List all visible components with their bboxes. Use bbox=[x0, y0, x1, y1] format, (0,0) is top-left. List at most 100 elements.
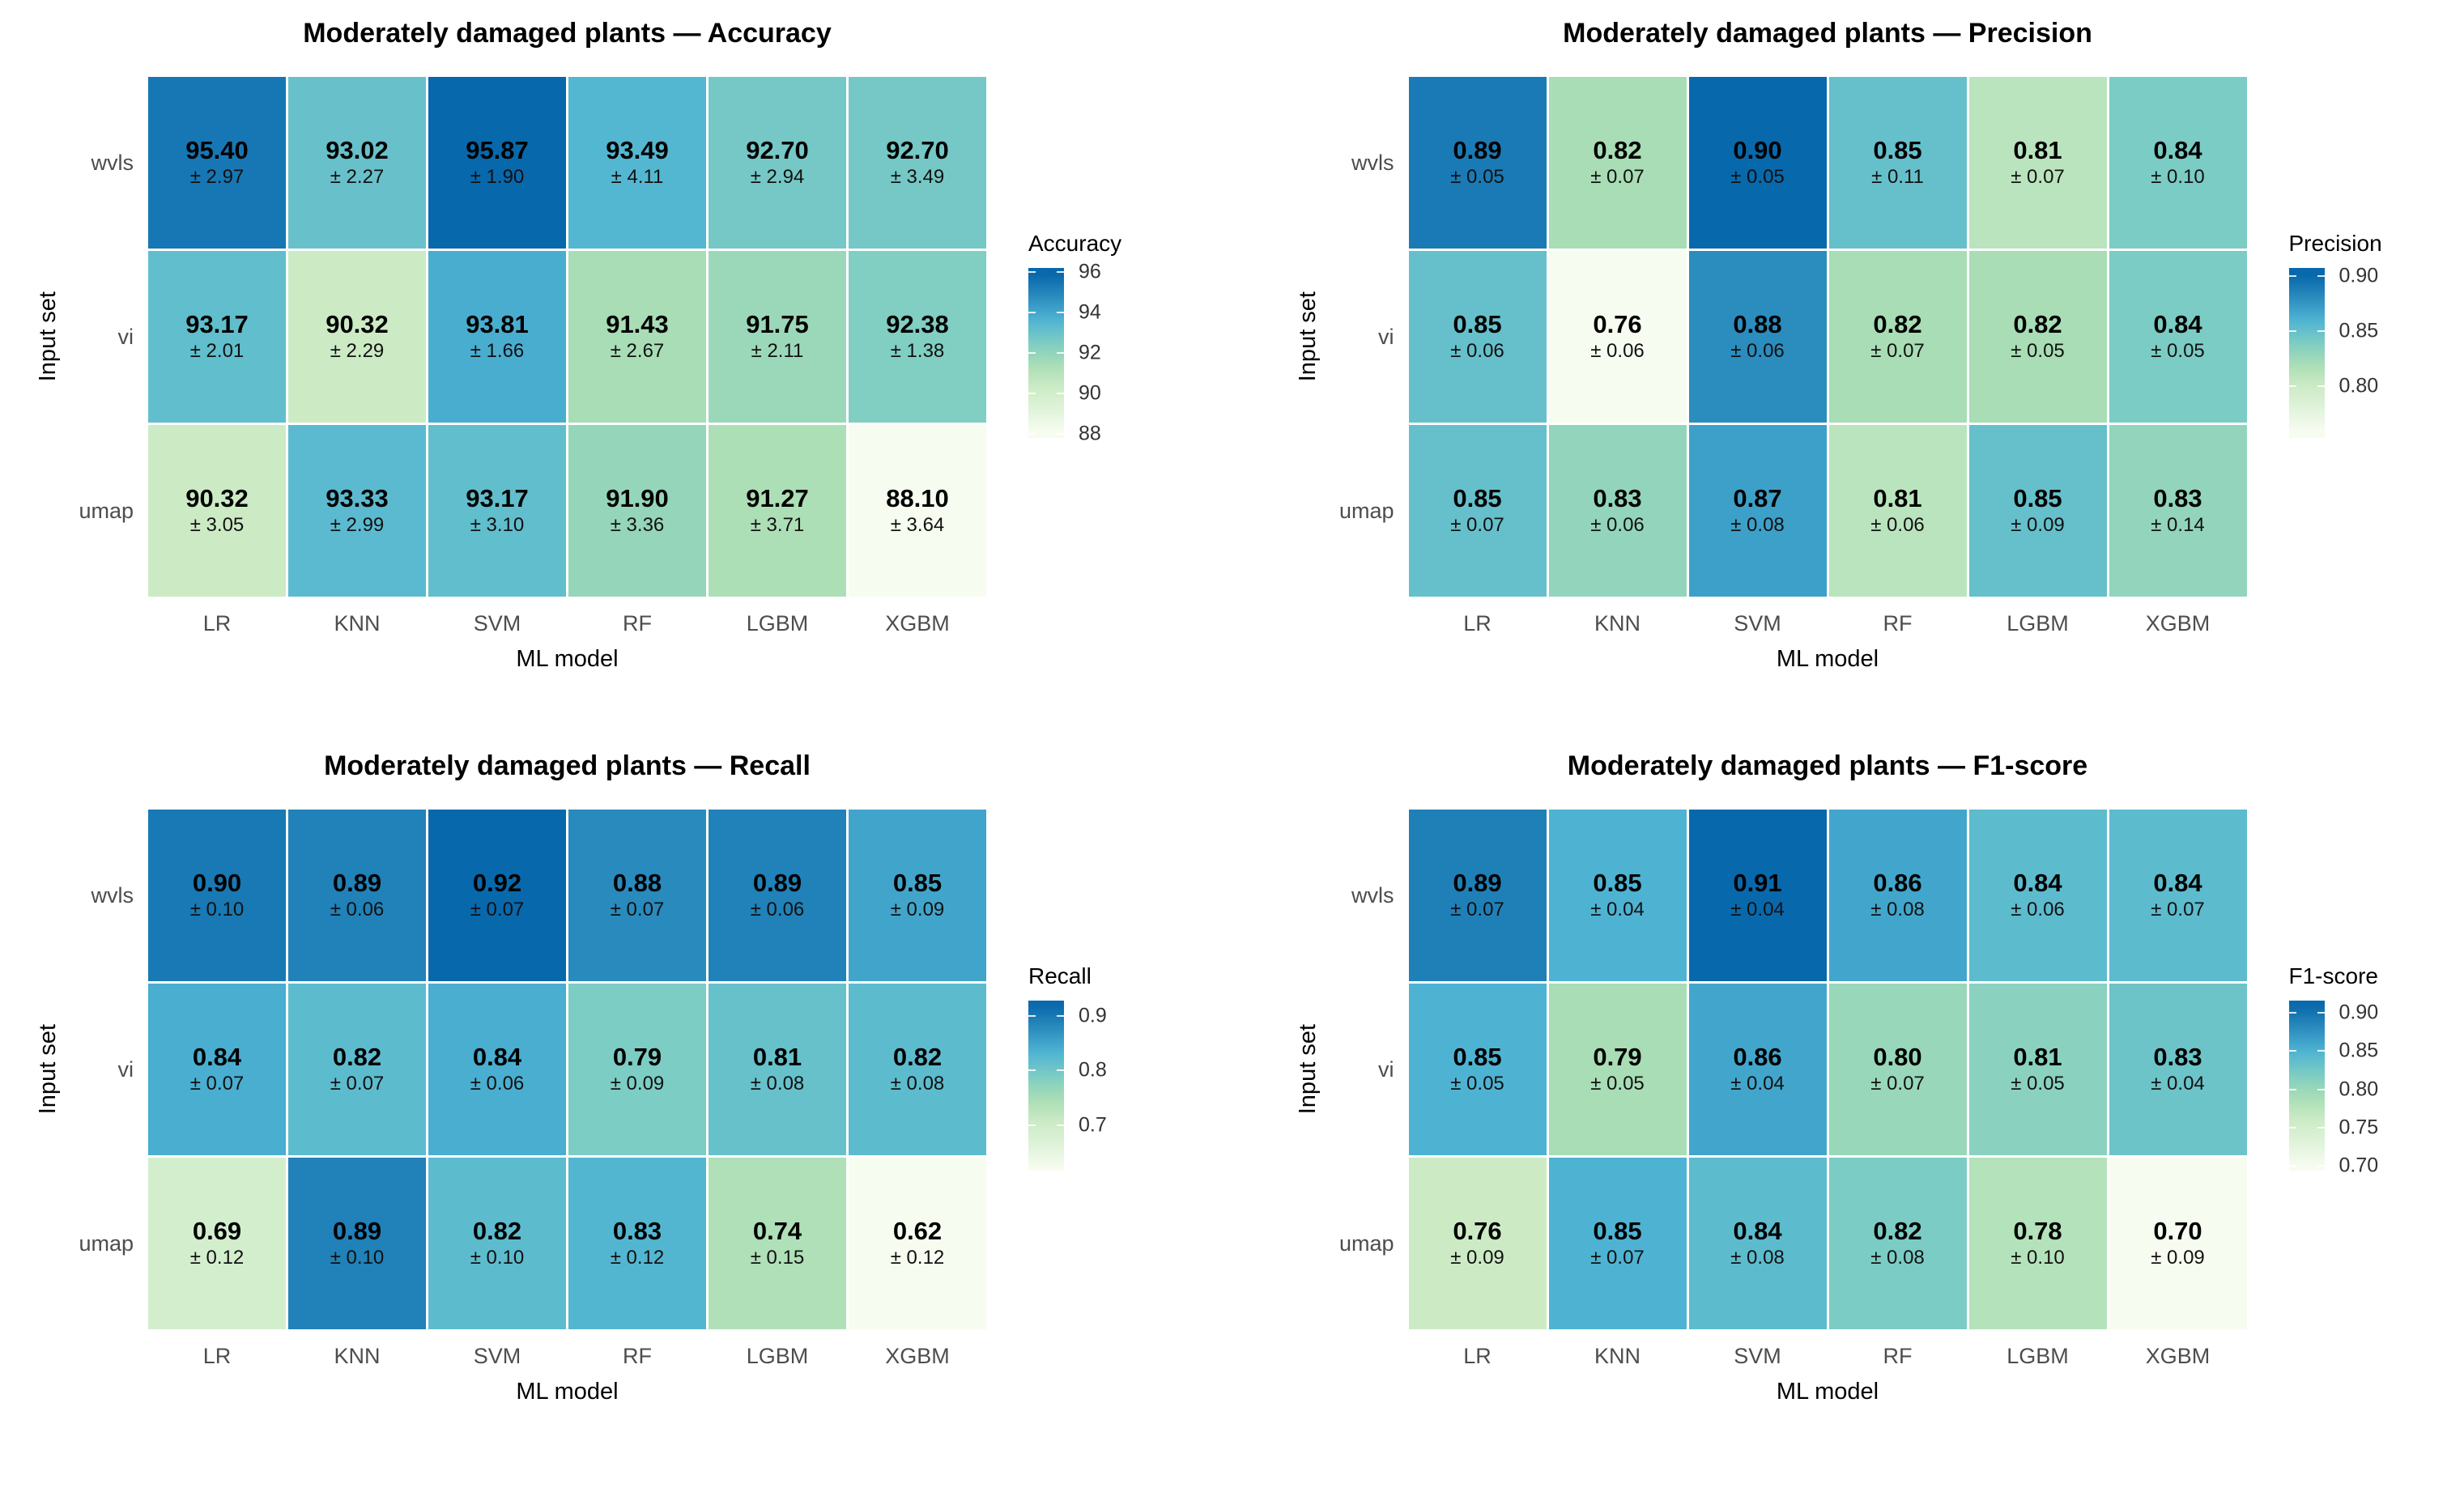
cell-value: 0.82 bbox=[2013, 310, 2062, 339]
heatmap-cell-umap-LGBM: 91.27 ± 3.71 bbox=[709, 425, 846, 597]
row-label-umap: umap bbox=[1338, 1231, 1394, 1256]
cell-value: 92.70 bbox=[886, 136, 949, 165]
cell-error: ± 2.67 bbox=[610, 340, 665, 363]
col-label-SVM: SVM bbox=[473, 611, 521, 635]
heatmap-cell-wvls-XGBM: 0.84 ± 0.07 bbox=[2109, 810, 2247, 981]
heatmap-cell-vi-XGBM: 0.83 ± 0.04 bbox=[2109, 984, 2247, 1155]
y-axis-label: Input set bbox=[1295, 1024, 1321, 1115]
cell-value: 0.86 bbox=[1733, 1043, 1782, 1072]
cell-value: 0.76 bbox=[1453, 1217, 1502, 1246]
cell-error: ± 2.11 bbox=[751, 340, 804, 363]
legend-tick-label: 92 bbox=[1079, 341, 1101, 364]
heatmap-cell-umap-SVM: 0.84 ± 0.08 bbox=[1688, 1158, 1827, 1329]
cell-value: 0.80 bbox=[1873, 1043, 1922, 1072]
legend-tick-mark bbox=[1057, 271, 1064, 273]
heatmap-cell-umap-KNN: 0.83 ± 0.06 bbox=[1548, 425, 1687, 597]
legend-tick-mark bbox=[1028, 1014, 1036, 1017]
cell-error: ± 3.36 bbox=[610, 514, 665, 537]
heatmap-cell-wvls-RF: 93.49 ± 4.11 bbox=[568, 77, 706, 249]
col-label-SVM: SVM bbox=[1734, 1344, 1781, 1368]
heatmap-cell-umap-RF: 91.90 ± 3.36 bbox=[568, 425, 706, 597]
cell-error: ± 0.07 bbox=[1450, 514, 1504, 537]
cell-error: ± 1.66 bbox=[470, 340, 525, 363]
legend-tick-label: 0.75 bbox=[2338, 1116, 2379, 1139]
legend-tick-mark bbox=[2288, 1165, 2296, 1167]
col-labels: LR KNN SVM RF LGBM XGBM bbox=[1409, 611, 2247, 636]
cell-value: 0.85 bbox=[2013, 484, 2062, 513]
heatmap-cell-wvls-XGBM: 0.85 ± 0.09 bbox=[849, 810, 986, 981]
cell-error: ± 0.07 bbox=[610, 899, 665, 921]
legend-tick-label: 0.85 bbox=[2338, 319, 2379, 342]
cell-error: ± 0.07 bbox=[330, 1073, 385, 1095]
legend-tick-mark bbox=[1028, 271, 1036, 273]
row-labels: wvls vi umap bbox=[1324, 810, 1409, 1329]
cell-error: ± 0.06 bbox=[1450, 340, 1504, 363]
cell-error: ± 0.04 bbox=[2151, 1073, 2205, 1095]
col-label-LR: LR bbox=[202, 1344, 232, 1368]
cell-error: ± 0.11 bbox=[1871, 166, 1924, 189]
cell-value: 0.83 bbox=[612, 1217, 662, 1246]
cell-error: ± 2.94 bbox=[750, 166, 805, 189]
y-axis-label-wrap: Input set bbox=[1293, 77, 1324, 597]
cell-error: ± 1.90 bbox=[470, 166, 525, 189]
x-axis-label: ML model bbox=[1776, 1379, 1879, 1405]
cell-error: ± 0.06 bbox=[470, 1073, 525, 1095]
legend-tick-mark bbox=[1028, 1069, 1036, 1072]
panel-body: Input set wvls vi umap 0.90 ± 0.10 0.89 ± 0.06 0… bbox=[32, 810, 1172, 1405]
cell-value: 0.76 bbox=[1593, 310, 1642, 339]
x-axis-label: ML model bbox=[516, 1379, 619, 1405]
heatmap-cell-wvls-RF: 0.88 ± 0.07 bbox=[568, 810, 706, 981]
heatmap-cell-wvls-SVM: 95.87 ± 1.90 bbox=[428, 77, 566, 249]
cell-value: 95.40 bbox=[185, 136, 249, 165]
panel-f1-score: Moderately damaged plants — F1-score Inpu… bbox=[1293, 750, 2432, 1405]
legend-colorbar-wrap: 96 94 92 90 88 bbox=[1028, 261, 1166, 445]
cell-error: ± 4.11 bbox=[611, 166, 664, 189]
legend-tick-label: 0.9 bbox=[1079, 1004, 1107, 1027]
cell-value: 88.10 bbox=[886, 484, 949, 513]
legend-tick-mark bbox=[2317, 1012, 2325, 1014]
legend-tick-label: 0.80 bbox=[2338, 1078, 2379, 1101]
cell-error: ± 0.12 bbox=[890, 1247, 945, 1269]
row-label-wvls: wvls bbox=[1351, 882, 1394, 908]
row-label-vi: vi bbox=[117, 324, 134, 349]
heatmap-cell-wvls-KNN: 0.85 ± 0.04 bbox=[1548, 810, 1687, 981]
cell-error: ± 3.49 bbox=[890, 166, 945, 189]
cell-error: ± 0.05 bbox=[1590, 1073, 1645, 1095]
heatmap-cell-wvls-LGBM: 0.81 ± 0.07 bbox=[1968, 77, 2107, 249]
cell-value: 0.92 bbox=[472, 869, 522, 898]
heatmap-cell-vi-LR: 93.17 ± 2.01 bbox=[148, 251, 286, 423]
y-axis-label: Input set bbox=[1295, 291, 1321, 382]
panel-recall: Moderately damaged plants — Recall Input … bbox=[32, 750, 1172, 1405]
col-label-LGBM: LGBM bbox=[2007, 611, 2069, 635]
legend-tick-mark bbox=[2288, 1050, 2296, 1052]
col-label-LGBM: LGBM bbox=[746, 1344, 809, 1368]
legend-tick-label: 0.90 bbox=[2338, 1001, 2379, 1024]
heatmap-cell-wvls-SVM: 0.91 ± 0.04 bbox=[1688, 810, 1827, 981]
heatmap-cell-vi-XGBM: 92.38 ± 1.38 bbox=[849, 251, 986, 423]
col-label-LR: LR bbox=[202, 611, 232, 635]
legend-tick-mark bbox=[2317, 329, 2325, 332]
legend-tick-mark bbox=[1028, 312, 1036, 313]
cell-error: ± 0.07 bbox=[2011, 166, 2065, 189]
heatmap-cell-umap-LR: 0.69 ± 0.12 bbox=[148, 1158, 286, 1329]
legend-tick-mark bbox=[1057, 393, 1064, 394]
legend-tick-mark bbox=[2317, 1088, 2325, 1090]
legend-colorbar bbox=[2288, 268, 2325, 438]
heatmap-cell-vi-LGBM: 0.81 ± 0.08 bbox=[709, 984, 846, 1155]
y-axis-label-wrap: Input set bbox=[32, 810, 63, 1329]
col-label-XGBM: XGBM bbox=[885, 1344, 950, 1368]
legend-precision: Precision 0.90 0.85 0.80 bbox=[2288, 231, 2427, 438]
heatmap-column: 0.90 ± 0.10 0.89 ± 0.06 0.92 ± 0.07 0.88 ± 0.07… bbox=[148, 810, 986, 1405]
cell-error: ± 3.64 bbox=[890, 514, 945, 537]
heatmap-grid: 95.40 ± 2.97 93.02 ± 2.27 95.87 ± 1.90 93.49 ± … bbox=[148, 77, 986, 597]
heatmap-cell-vi-SVM: 0.84 ± 0.06 bbox=[428, 984, 566, 1155]
cell-error: ± 0.06 bbox=[1590, 514, 1645, 537]
figure: Moderately damaged plants — Accuracy Inpu… bbox=[32, 18, 2432, 1405]
legend-tick-mark bbox=[2288, 1088, 2296, 1090]
cell-value: 0.84 bbox=[2153, 869, 2202, 898]
col-label-KNN: KNN bbox=[1594, 1344, 1641, 1368]
heatmap-cell-vi-SVM: 0.88 ± 0.06 bbox=[1688, 251, 1827, 423]
heatmap-cell-umap-LR: 90.32 ± 3.05 bbox=[148, 425, 286, 597]
legend-tick-mark bbox=[2317, 274, 2325, 277]
cell-value: 0.74 bbox=[752, 1217, 802, 1246]
